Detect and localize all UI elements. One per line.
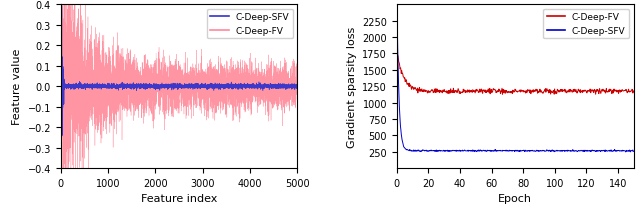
C-Deep-FV: [211, 66, 219, 68]
C-Deep-FV: [435, 91, 443, 93]
C-Deep-SFV: [252, 85, 259, 87]
C-Deep-FV: [499, 94, 506, 96]
C-Deep-FV: [199, 99, 207, 101]
C-Deep-FV: [630, 90, 637, 93]
Line: C-Deep-FV: C-Deep-FV: [61, 0, 298, 204]
C-Deep-FV: [100, 35, 108, 37]
C-Deep-FV: [252, 82, 259, 84]
C-Deep-SFV: [58, 6, 66, 8]
C-Deep-FV: [147, 64, 155, 67]
C-Deep-SFV: [551, 150, 559, 153]
C-Deep-FV: [393, 47, 401, 50]
C-Deep-FV: [454, 90, 461, 92]
X-axis label: Epoch: Epoch: [499, 193, 532, 203]
C-Deep-SFV: [294, 88, 301, 91]
C-Deep-SFV: [630, 151, 637, 153]
C-Deep-SFV: [622, 151, 630, 153]
C-Deep-FV: [57, 64, 65, 67]
C-Deep-SFV: [532, 150, 540, 152]
Line: C-Deep-SFV: C-Deep-SFV: [61, 7, 298, 140]
C-Deep-SFV: [57, 92, 65, 95]
Legend: C-Deep-FV, C-Deep-SFV: C-Deep-FV, C-Deep-SFV: [543, 10, 629, 39]
Line: C-Deep-SFV: C-Deep-SFV: [397, 0, 634, 152]
C-Deep-SFV: [199, 85, 207, 87]
C-Deep-SFV: [100, 83, 108, 86]
C-Deep-FV: [533, 90, 541, 93]
C-Deep-FV: [234, 84, 241, 87]
Line: C-Deep-FV: C-Deep-FV: [397, 49, 634, 95]
X-axis label: Feature index: Feature index: [141, 193, 218, 203]
Y-axis label: Gradient sparsity loss: Gradient sparsity loss: [347, 26, 356, 147]
C-Deep-FV: [500, 90, 508, 92]
C-Deep-SFV: [435, 150, 443, 153]
C-Deep-SFV: [58, 139, 65, 141]
Y-axis label: Feature value: Feature value: [12, 49, 22, 125]
C-Deep-SFV: [147, 84, 155, 87]
C-Deep-FV: [572, 90, 579, 92]
C-Deep-SFV: [211, 85, 219, 88]
C-Deep-SFV: [454, 150, 461, 152]
C-Deep-SFV: [500, 150, 508, 152]
C-Deep-SFV: [234, 84, 241, 87]
C-Deep-FV: [294, 78, 301, 81]
C-Deep-SFV: [572, 150, 579, 152]
C-Deep-FV: [552, 93, 559, 95]
Legend: C-Deep-SFV, C-Deep-FV: C-Deep-SFV, C-Deep-FV: [207, 10, 293, 39]
